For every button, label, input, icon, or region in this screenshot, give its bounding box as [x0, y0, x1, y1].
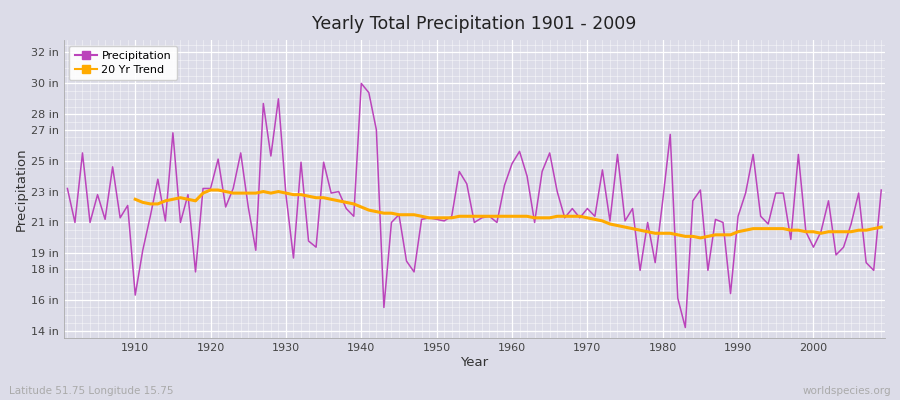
Text: worldspecies.org: worldspecies.org — [803, 386, 891, 396]
Legend: Precipitation, 20 Yr Trend: Precipitation, 20 Yr Trend — [69, 46, 176, 80]
Title: Yearly Total Precipitation 1901 - 2009: Yearly Total Precipitation 1901 - 2009 — [312, 15, 636, 33]
Y-axis label: Precipitation: Precipitation — [15, 148, 28, 231]
Text: Latitude 51.75 Longitude 15.75: Latitude 51.75 Longitude 15.75 — [9, 386, 174, 396]
X-axis label: Year: Year — [460, 356, 489, 369]
